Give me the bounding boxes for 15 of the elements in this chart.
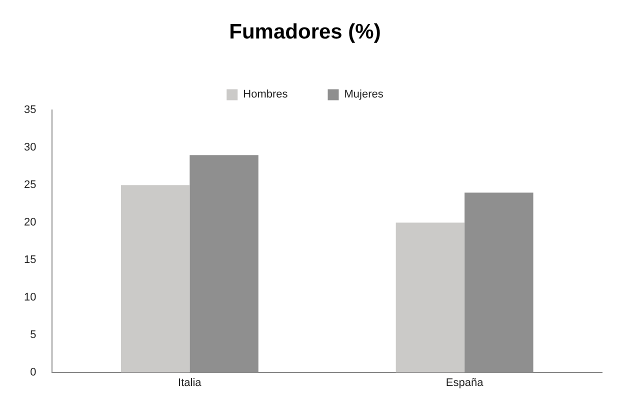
y-tick-label: 10 [24, 292, 36, 304]
x-tick-label: Italia [178, 377, 202, 390]
bar [120, 185, 190, 372]
y-tick-label: 0 [30, 366, 36, 378]
y-tick-label: 25 [24, 179, 36, 192]
legend-label: Mujeres [344, 88, 384, 101]
y-tick-label: 5 [30, 328, 36, 341]
chart-title: Fumadores (%) [229, 20, 381, 44]
bar [396, 222, 465, 372]
y-tick-label: 15 [24, 254, 36, 266]
legend-label: Hombres [243, 88, 288, 101]
y-tick-label: 30 [24, 142, 36, 154]
x-tick-label: España [446, 377, 484, 390]
y-tick-label: 20 [24, 216, 36, 229]
y-tick-label: 35 [24, 104, 36, 116]
